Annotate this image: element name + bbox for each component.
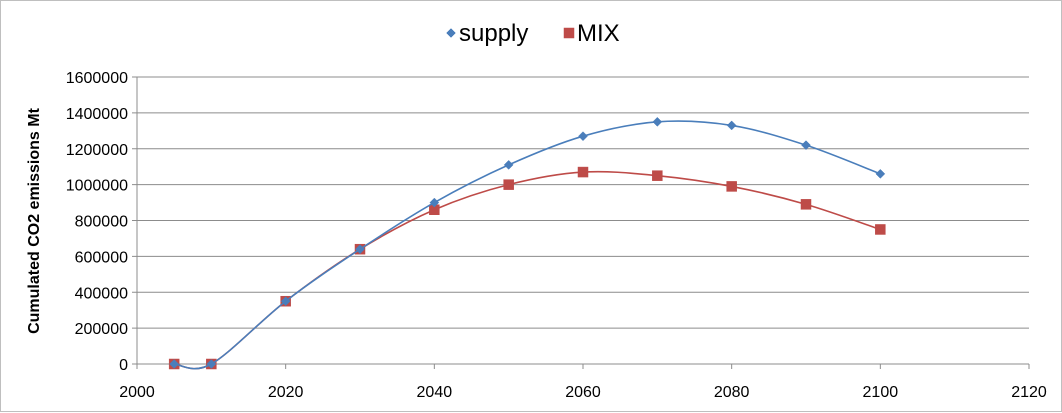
y-axis-title: Cumulated CO2 emissions Mt (26, 107, 43, 333)
grid-layer (137, 76, 1029, 329)
x-tick-label: 2020 (268, 384, 304, 401)
y-tick-label: 0 (119, 357, 128, 374)
series-supply (169, 116, 886, 370)
y-tick-label: 1200000 (66, 142, 128, 159)
data-point-supply (578, 131, 588, 142)
y-tick-label: 600000 (75, 249, 128, 266)
data-point-mix (800, 199, 812, 210)
series-line-supply (174, 120, 881, 370)
legend-label-mix: MIX (577, 20, 620, 47)
y-tick-label: 1400000 (66, 106, 128, 123)
data-point-supply (726, 120, 737, 131)
data-point-supply (206, 359, 217, 369)
x-tick-label: 2040 (417, 384, 453, 401)
data-point-mix (652, 170, 663, 181)
data-point-mix (503, 179, 514, 190)
x-tick-label: 2000 (119, 384, 155, 401)
legend-marker-mix (563, 27, 575, 39)
axis-layer: 0 200000 400000 600000 800000 1000000 1200000 1… (66, 70, 1047, 401)
x-tick-label: 2120 (1011, 384, 1047, 401)
series-mix (168, 166, 886, 370)
legend-item-supply: supply (446, 20, 528, 47)
y-tick-label: 800000 (75, 214, 128, 231)
data-point-supply (875, 169, 886, 179)
data-point-supply (429, 197, 440, 208)
legend-label-supply: supply (459, 20, 528, 47)
x-tick-label: 2080 (714, 384, 750, 401)
data-point-supply (169, 359, 180, 369)
y-tick-label: 1000000 (66, 178, 128, 195)
series-line-mix (174, 170, 881, 370)
series-layer (168, 116, 886, 370)
y-tick-label: 200000 (75, 321, 128, 338)
legend-item-mix: MIX (563, 20, 620, 47)
legend-marker-supply (446, 28, 456, 38)
legend: supply MIX (446, 20, 620, 47)
data-point-supply (801, 140, 811, 151)
x-tick-label: 2100 (863, 384, 899, 401)
data-point-supply (355, 244, 365, 255)
y-tick-label: 1600000 (66, 70, 128, 87)
data-point-supply (280, 296, 291, 307)
x-tick-label: 2060 (565, 384, 601, 401)
y-tick-label: 400000 (75, 285, 128, 302)
data-point-supply (652, 116, 663, 127)
data-point-mix (577, 166, 589, 178)
data-point-mix (726, 181, 737, 192)
data-point-supply (503, 160, 514, 170)
data-point-mix (875, 224, 886, 235)
